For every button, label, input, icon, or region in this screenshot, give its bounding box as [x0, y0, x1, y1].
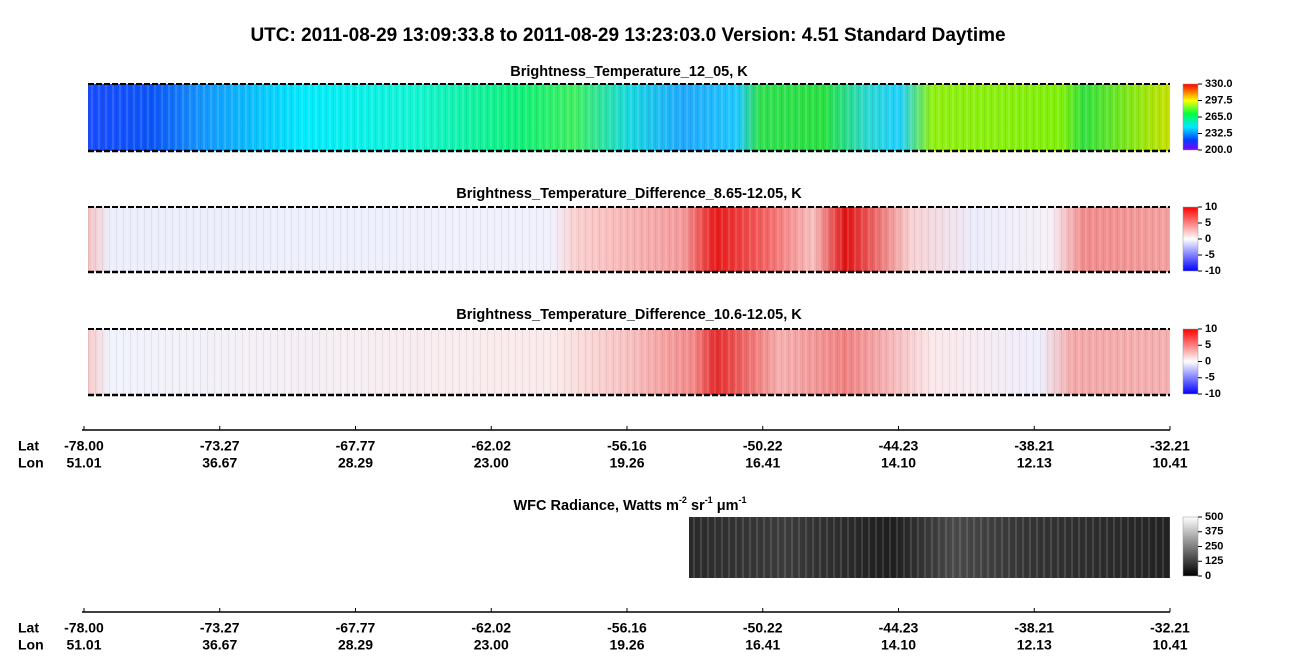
image-texture	[88, 207, 1170, 272]
wfc-title-part: μm	[713, 498, 739, 514]
colorbar-label: -10	[1205, 388, 1221, 400]
colorbar-label: 5	[1205, 217, 1211, 229]
image-texture	[88, 84, 1170, 151]
lon-tick: 23.00	[474, 455, 509, 471]
lat-tick: -32.21	[1150, 438, 1190, 454]
lon-tick: 14.10	[881, 637, 916, 653]
lon-tick: 16.41	[745, 637, 780, 653]
lon-tick: 51.01	[66, 637, 101, 653]
lat-tick: -32.21	[1150, 620, 1190, 636]
lat-tick: -67.77	[336, 438, 376, 454]
colorbar-label: 375	[1205, 526, 1223, 538]
lat-tick: -62.02	[471, 438, 511, 454]
colorbar-label: -10	[1205, 265, 1221, 277]
colorbar	[1182, 206, 1199, 272]
lon-label: Lon	[18, 455, 44, 471]
colorbar-label: 5	[1205, 339, 1211, 351]
colorbar-label: 200.0	[1205, 144, 1233, 156]
panel-title: Brightness_Temperature_Difference_10.6-1…	[456, 307, 802, 323]
lat-tick: -50.22	[743, 438, 783, 454]
wfc-title-part: -2	[679, 495, 687, 505]
colorbar	[1182, 83, 1199, 151]
panel-title: Brightness_Temperature_Difference_8.65-1…	[456, 186, 802, 202]
lat-tick: -78.00	[64, 620, 104, 636]
lat-tick: -44.23	[879, 620, 919, 636]
colorbar-label: 265.0	[1205, 111, 1233, 123]
lon-tick: 28.29	[338, 455, 373, 471]
colorbar-label: 330.0	[1205, 78, 1233, 90]
image-texture	[88, 329, 1170, 395]
lat-tick: -62.02	[471, 620, 511, 636]
colorbar	[1182, 328, 1199, 395]
lat-tick: -73.27	[200, 620, 240, 636]
lon-tick: 12.13	[1017, 455, 1052, 471]
lon-tick: 12.13	[1017, 637, 1052, 653]
colorbar-label: 10	[1205, 201, 1217, 213]
wfc-title-part: sr	[687, 498, 705, 514]
wfc-title: WFC Radiance, Watts m-2 sr-1 μm-1	[513, 495, 746, 513]
lon-tick: 10.41	[1152, 455, 1187, 471]
lat-tick: -73.27	[200, 438, 240, 454]
lon-tick: 10.41	[1152, 637, 1187, 653]
colorbar-label: 10	[1205, 323, 1217, 335]
lat-label: Lat	[18, 438, 39, 454]
panel-title: Brightness_Temperature_12_05, K	[510, 64, 748, 80]
lat-tick: -50.22	[743, 620, 783, 636]
lat-tick: -78.00	[64, 438, 104, 454]
colorbar	[1182, 516, 1199, 577]
colorbar-label: 0	[1205, 233, 1211, 245]
lat-tick: -38.21	[1014, 438, 1054, 454]
lat-tick: -56.16	[607, 620, 647, 636]
wfc-texture	[689, 517, 1170, 578]
colorbar-label: -5	[1205, 372, 1215, 384]
lat-tick: -44.23	[879, 438, 919, 454]
lon-tick: 23.00	[474, 637, 509, 653]
lon-tick: 19.26	[609, 455, 644, 471]
lon-tick: 36.67	[202, 455, 237, 471]
page-title: UTC: 2011-08-29 13:09:33.8 to 2011-08-29…	[250, 25, 1005, 46]
lon-label: Lon	[18, 637, 44, 653]
lon-tick: 51.01	[66, 455, 101, 471]
lon-tick: 16.41	[745, 455, 780, 471]
lon-tick: 28.29	[338, 637, 373, 653]
lat-tick: -56.16	[607, 438, 647, 454]
colorbar-label: -5	[1205, 249, 1215, 261]
colorbar-label: 500	[1205, 511, 1223, 523]
lat-tick: -38.21	[1014, 620, 1054, 636]
colorbar-label: 232.5	[1205, 127, 1233, 139]
colorbar-label: 125	[1205, 555, 1223, 567]
lat-tick: -67.77	[336, 620, 376, 636]
colorbar-label: 250	[1205, 540, 1223, 552]
colorbar-label: 297.5	[1205, 94, 1233, 106]
wfc-title-part: -1	[705, 495, 713, 505]
lon-tick: 14.10	[881, 455, 916, 471]
lon-tick: 36.67	[202, 637, 237, 653]
colorbar-label: 0	[1205, 355, 1211, 367]
lon-tick: 19.26	[609, 637, 644, 653]
wfc-title-part: WFC Radiance, Watts m	[513, 498, 678, 514]
lat-label: Lat	[18, 620, 39, 636]
wfc-title-part: -1	[739, 495, 747, 505]
colorbar-label: 0	[1205, 570, 1211, 582]
